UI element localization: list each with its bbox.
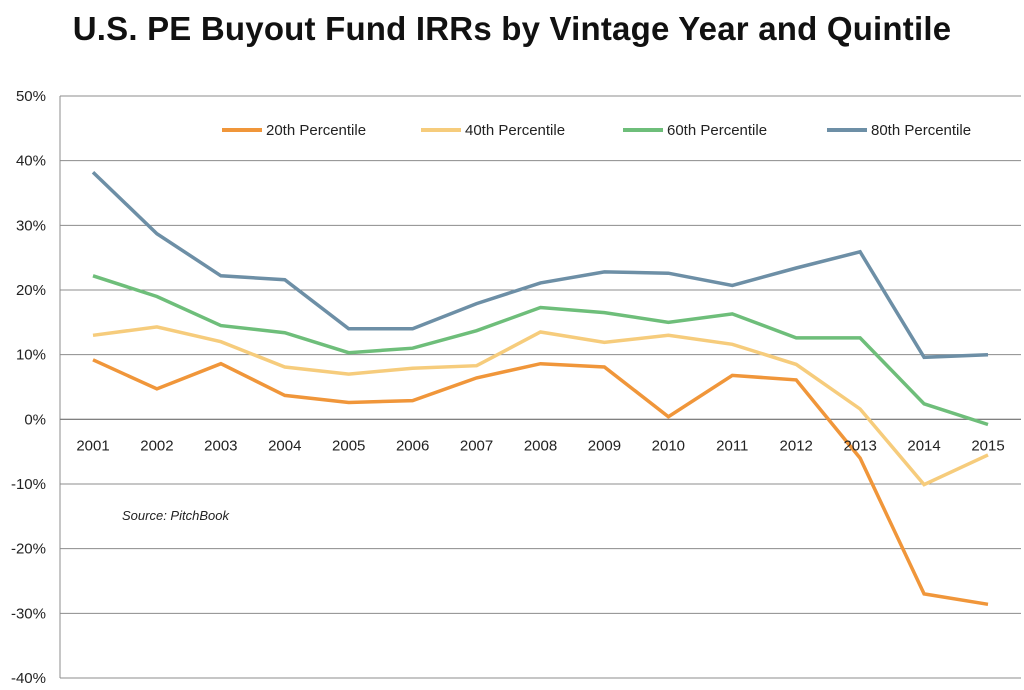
x-tick-label: 2012: [780, 437, 813, 454]
x-tick-label: 2003: [204, 437, 237, 454]
x-tick-label: 2014: [907, 437, 940, 454]
x-tick-labels: 2001 2002 2003 2004 2005 2006 2007 2008 2009 2010…: [76, 437, 1004, 454]
y-tick-label: -30%: [11, 605, 46, 622]
axes: [59, 96, 1021, 678]
series-line: [92, 325, 989, 487]
legend: 20th Percentile 40th Percentile 60th Perce…: [222, 122, 971, 139]
x-tick-label: 2009: [588, 437, 621, 454]
y-tick-label: 0%: [24, 411, 46, 428]
legend-label: 40th Percentile: [465, 122, 565, 139]
x-tick-label: 2005: [332, 437, 365, 454]
x-tick-label: 2002: [140, 437, 173, 454]
legend-label: 20th Percentile: [266, 122, 366, 139]
y-tick-label: 20%: [16, 282, 46, 299]
x-tick-label: 2015: [971, 437, 1004, 454]
y-tick-labels: 50% 40% 30% 20% 10% 0% -10% -20% -30% -40%: [11, 88, 46, 687]
x-tick-label: 2006: [396, 437, 429, 454]
y-tick-label: 40%: [16, 153, 46, 170]
series-lines: [91, 171, 989, 607]
y-tick-label: -20%: [11, 541, 46, 558]
y-tick-label: 30%: [16, 217, 46, 234]
y-tick-label: 10%: [16, 347, 46, 364]
x-tick-label: 2013: [843, 437, 876, 454]
x-tick-label: 2010: [652, 437, 685, 454]
x-tick-label: 2008: [524, 437, 557, 454]
series-line: [92, 358, 989, 607]
y-tick-label: -10%: [11, 476, 46, 493]
grid-lines: [60, 95, 1021, 679]
y-tick-label: -40%: [11, 670, 46, 687]
legend-label: 60th Percentile: [667, 122, 767, 139]
source-annotation: Source: PitchBook: [122, 508, 230, 523]
series-line: [92, 274, 989, 427]
x-tick-label: 2011: [716, 437, 748, 454]
x-tick-label: 2004: [268, 437, 301, 454]
x-tick-label: 2007: [460, 437, 493, 454]
x-tick-label: 2001: [76, 437, 109, 454]
y-tick-label: 50%: [16, 88, 46, 105]
legend-label: 80th Percentile: [871, 122, 971, 139]
series-line: [91, 171, 989, 360]
chart-title: U.S. PE Buyout Fund IRRs by Vintage Year…: [72, 10, 952, 47]
